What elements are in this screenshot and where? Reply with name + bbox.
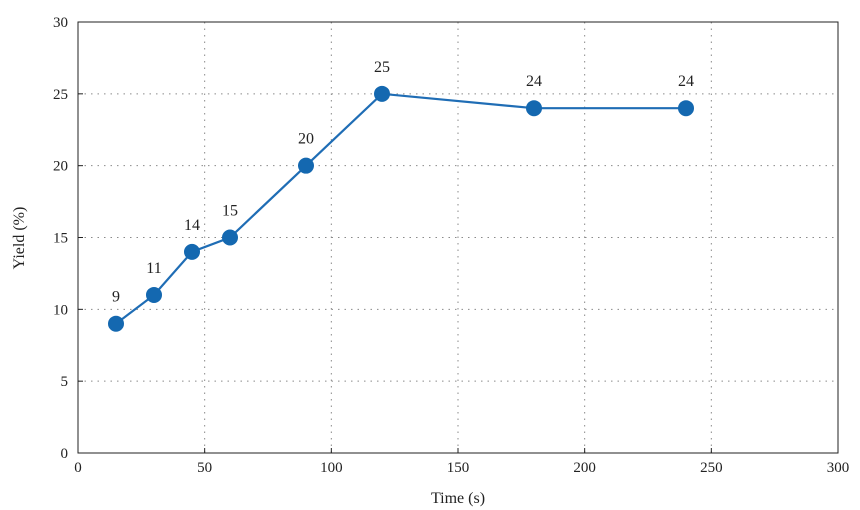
x-tick-label: 300 [827,460,850,476]
data-point [222,229,238,246]
data-point [526,100,542,117]
y-tick-label: 30 [53,15,68,31]
x-tick-label: 50 [197,460,212,476]
data-label: 9 [112,289,120,306]
data-point [146,286,162,303]
data-label: 20 [298,131,314,148]
axis-ticks: 0 50 100 150 200 250 300 0 5 10 15 20 25 30 [53,15,849,476]
y-tick-label: 0 [61,446,69,462]
y-tick-label: 15 [53,231,68,247]
data-labels: 9 11 14 15 20 25 24 24 [112,59,694,306]
data-label: 14 [184,217,200,234]
data-point [678,100,694,117]
data-point [108,315,124,332]
data-point [374,85,390,102]
x-axis-title: Time (s) [431,490,485,507]
y-tick-label: 25 [53,87,68,103]
x-tick-label: 200 [573,460,596,476]
y-axis-title: Yield (%) [11,207,28,270]
x-tick-label: 250 [700,460,723,476]
data-label: 24 [526,73,542,90]
y-tick-label: 5 [61,374,69,390]
data-label: 24 [678,73,694,90]
series-line [115,92,686,325]
data-label: 11 [146,260,161,277]
grid [78,22,838,453]
y-tick-label: 20 [53,159,68,175]
data-label: 25 [374,59,390,76]
x-tick-label: 100 [320,460,343,476]
series [108,85,694,332]
data-point [298,157,314,174]
x-tick-label: 0 [74,460,82,476]
data-label: 15 [222,203,238,220]
data-point [184,243,200,260]
y-tick-label: 10 [53,302,68,318]
x-tick-label: 150 [447,460,470,476]
